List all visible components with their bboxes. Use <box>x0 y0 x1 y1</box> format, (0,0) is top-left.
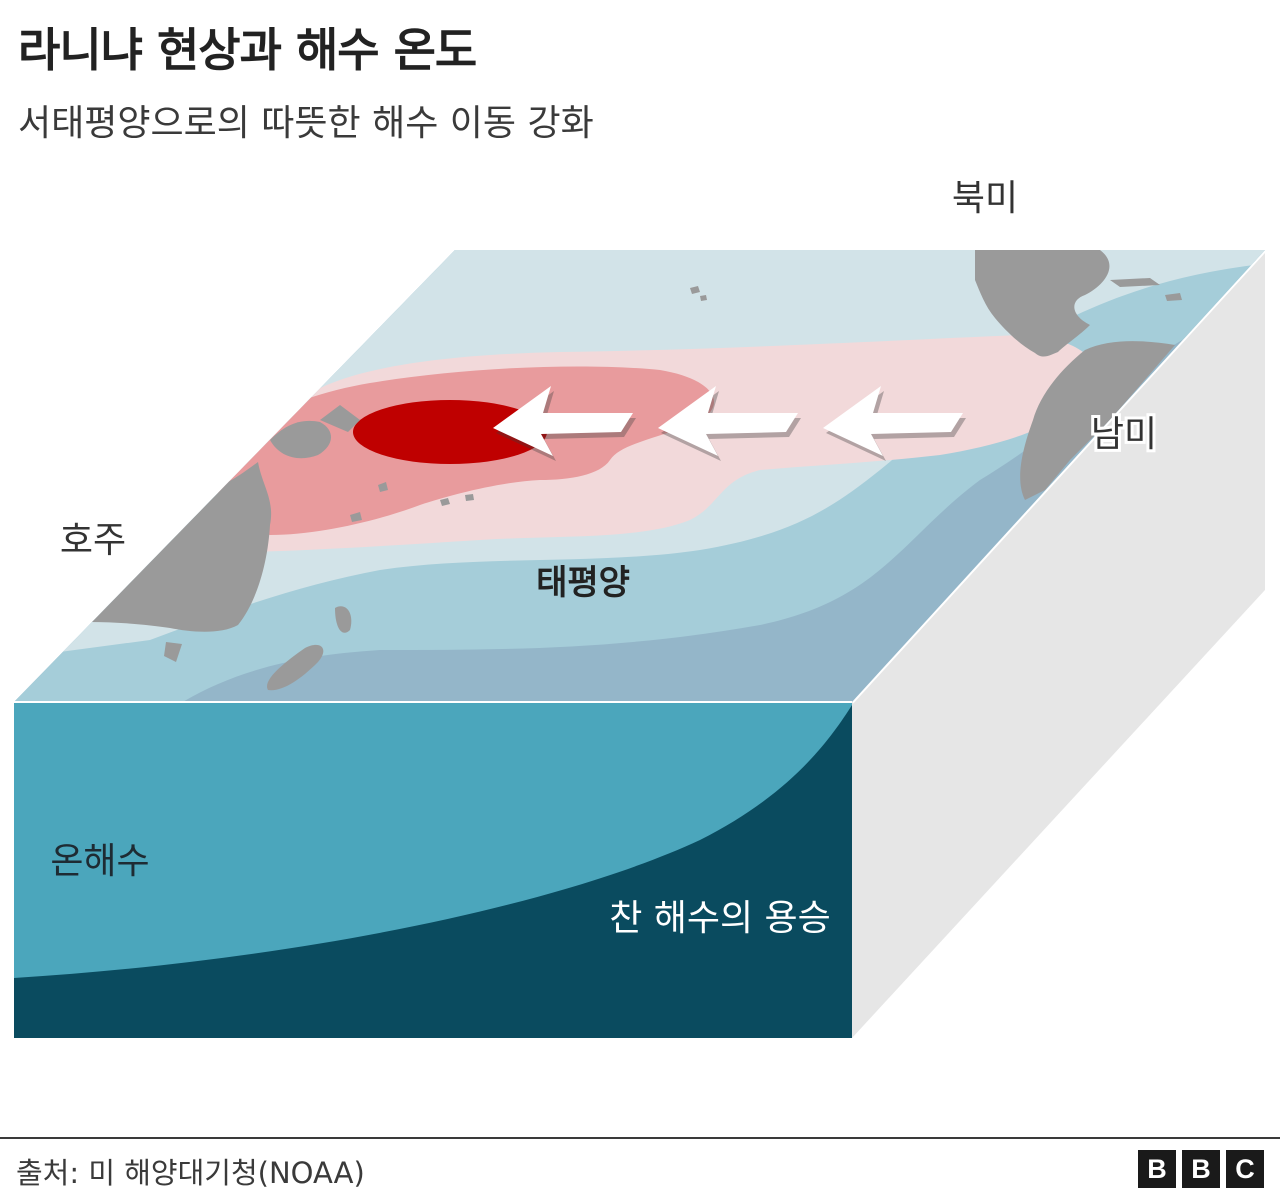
label-south-america: 남미 <box>1091 414 1157 455</box>
logo-letter-b2: B <box>1182 1150 1220 1188</box>
logo-letter-b1: B <box>1138 1150 1176 1188</box>
footer-divider <box>0 1137 1280 1139</box>
bbc-logo: B B C <box>1138 1150 1264 1188</box>
new-zealand-land <box>267 606 352 691</box>
logo-letter-c: C <box>1226 1150 1264 1188</box>
left-arrow-icon <box>823 386 963 456</box>
north-america-land <box>975 250 1110 357</box>
page-title: 라니냐 현상과 해수 온도 <box>18 23 477 77</box>
label-north-america: 북미 <box>952 178 1018 219</box>
warm-core <box>353 400 547 464</box>
label-australia: 호주 <box>60 520 126 561</box>
source-note: 출처: 미 해양대기청(NOAA) <box>16 1156 365 1190</box>
tasmania-land <box>164 642 182 662</box>
asia-edge-land <box>320 405 360 432</box>
south-america-land <box>1020 341 1175 500</box>
label-warm-water: 온해수 <box>50 841 149 882</box>
left-arrow-icon <box>658 386 798 456</box>
cold-upwelling-section <box>14 705 852 1038</box>
label-cold-upwelling: 찬 해수의 용승 <box>609 898 831 939</box>
arrow-group <box>493 386 966 461</box>
box-side-face <box>852 250 1265 1038</box>
left-arrow-icon <box>493 386 633 456</box>
label-pacific: 태평양 <box>536 563 630 603</box>
caribbean-islands <box>1110 278 1182 301</box>
new-guinea-land <box>270 420 332 459</box>
page-subtitle: 서태평양으로의 따뜻한 해수 이동 강화 <box>18 103 594 144</box>
